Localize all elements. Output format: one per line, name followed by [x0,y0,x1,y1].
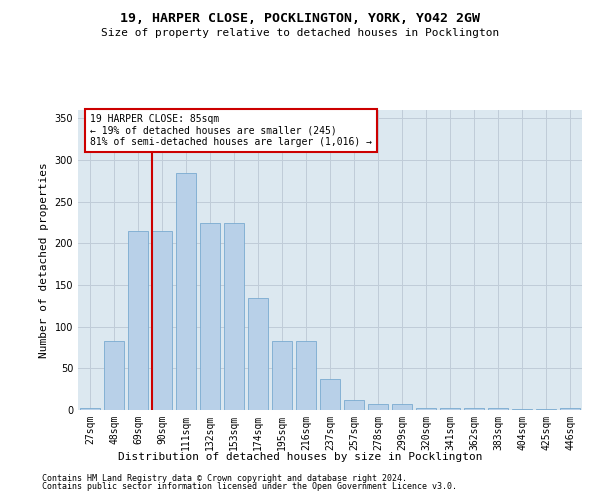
Text: Size of property relative to detached houses in Pocklington: Size of property relative to detached ho… [101,28,499,38]
Bar [296,341,316,410]
Bar [176,172,196,410]
Bar [152,231,172,410]
Bar [320,379,340,410]
Text: Contains public sector information licensed under the Open Government Licence v3: Contains public sector information licen… [42,482,457,491]
Bar [272,341,292,410]
Bar [416,408,436,410]
Bar [128,231,148,410]
Bar [80,408,100,410]
Bar [104,341,124,410]
Bar [368,404,388,410]
Text: 19, HARPER CLOSE, POCKLINGTON, YORK, YO42 2GW: 19, HARPER CLOSE, POCKLINGTON, YORK, YO4… [120,12,480,26]
Bar [200,222,220,410]
Y-axis label: Number of detached properties: Number of detached properties [39,162,49,358]
Bar [560,408,580,410]
Bar [536,409,556,410]
Bar [512,409,532,410]
Bar [224,222,244,410]
Bar [248,298,268,410]
Text: Distribution of detached houses by size in Pocklington: Distribution of detached houses by size … [118,452,482,462]
Bar [488,408,508,410]
Bar [392,404,412,410]
Bar [464,408,484,410]
Text: 19 HARPER CLOSE: 85sqm
← 19% of detached houses are smaller (245)
81% of semi-de: 19 HARPER CLOSE: 85sqm ← 19% of detached… [90,114,372,148]
Bar [344,400,364,410]
Bar [440,408,460,410]
Text: Contains HM Land Registry data © Crown copyright and database right 2024.: Contains HM Land Registry data © Crown c… [42,474,407,483]
